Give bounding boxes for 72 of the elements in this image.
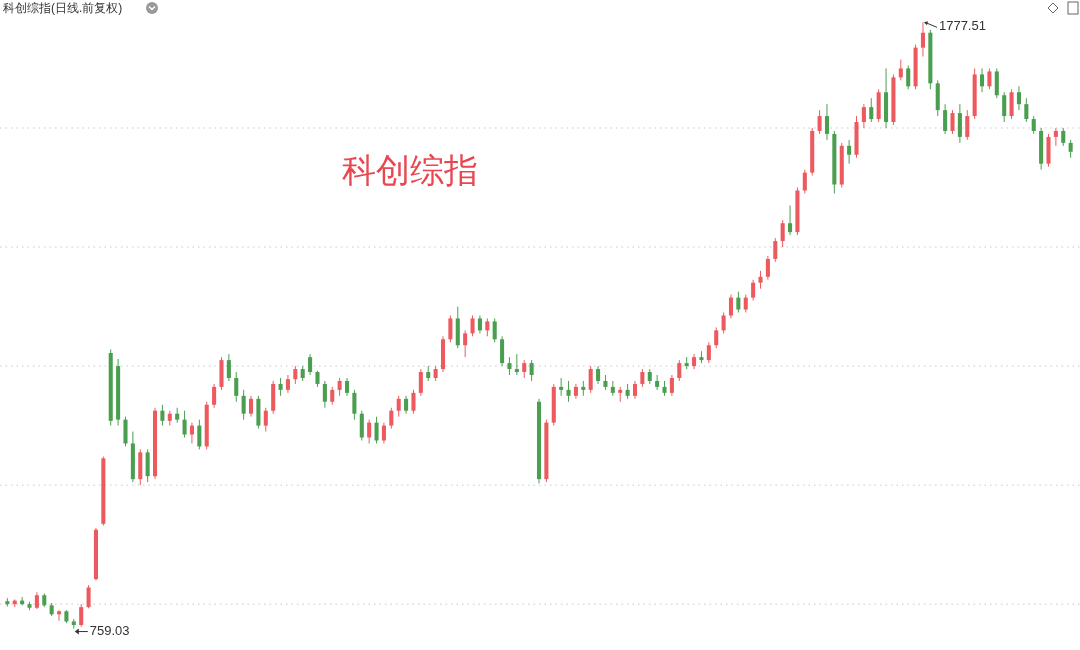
candlestick [980,67,985,93]
candlestick [226,353,231,382]
candlestick [389,407,394,430]
candlestick [160,404,165,427]
annotation: 1777.51 [938,18,986,34]
candlestick [463,329,468,358]
candlestick [987,67,992,90]
candlestick [994,67,999,99]
candlestick [728,294,734,319]
candlestick [751,279,756,302]
candlestick [677,359,682,382]
candlestick [374,416,379,444]
candlestick [448,314,453,343]
candlestick [189,422,194,444]
candlestick [721,312,726,334]
candlestick [950,109,955,135]
candlestick [773,237,778,263]
candlestick [802,169,807,194]
annotation: 科创综指 [342,150,478,190]
annotation: 759.03 [89,622,130,638]
candlestick [241,389,246,421]
candlestick [1009,88,1014,120]
candlestick [765,255,770,281]
candlestick [788,204,793,236]
candlestick [322,380,327,409]
candlestick [308,353,313,376]
candlestick [1053,127,1058,147]
candlestick [57,609,62,622]
candlestick [248,395,254,418]
candlestick [861,103,866,129]
candlestick [1024,97,1029,123]
candlestick [965,109,970,141]
candlestick [411,389,416,415]
chart-title: 科创综指(日线.前复权) [3,1,123,15]
candlestick [212,383,217,409]
candlestick [943,103,948,135]
candlestick [182,410,187,438]
candlestick [197,419,202,450]
candlestick [669,374,674,397]
candlestick [352,389,357,421]
candlestick [588,365,593,394]
candlestick [145,448,150,483]
candlestick [957,103,962,144]
candlestick [86,584,91,609]
candlestick [869,97,874,123]
candlestick [898,59,903,81]
candlestick [817,109,822,135]
candlestick [514,353,519,376]
candlestick [1016,85,1021,111]
candlestick [263,407,268,433]
candlestick [79,603,84,628]
candlestick [418,368,423,397]
candlestick [359,410,364,441]
candlestick [566,380,571,403]
candlestick [500,335,505,367]
candlestick [123,416,128,447]
candlestick [492,317,497,343]
candlestick [529,359,534,382]
candlestick [655,374,660,391]
candlestick [396,395,401,418]
candlestick [1002,91,1007,123]
candlestick [906,64,911,90]
candlestick [381,422,386,444]
candlestick [470,314,475,337]
candlestick [706,341,711,364]
candlestick [824,103,830,141]
candlestick [234,371,239,403]
candlestick [780,219,785,248]
candlestick [367,419,372,444]
candlestick [736,291,741,313]
candlestick [714,326,719,349]
candlestick [847,139,852,165]
